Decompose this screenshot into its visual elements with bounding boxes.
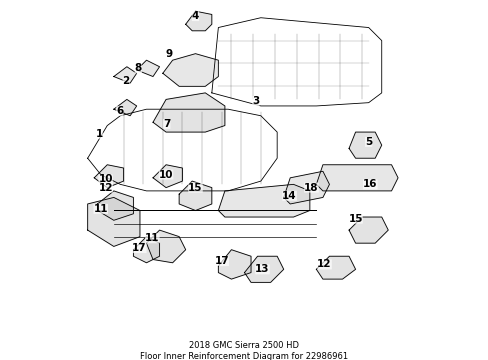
Text: 18: 18 <box>304 183 318 193</box>
Text: 12: 12 <box>317 260 331 269</box>
Text: 13: 13 <box>255 264 269 274</box>
Text: 17: 17 <box>132 243 146 253</box>
Text: 10: 10 <box>98 175 113 184</box>
Polygon shape <box>218 184 309 217</box>
Polygon shape <box>185 11 211 31</box>
Polygon shape <box>283 171 329 204</box>
Polygon shape <box>94 165 123 188</box>
Text: 17: 17 <box>214 256 228 266</box>
Polygon shape <box>153 165 182 188</box>
Polygon shape <box>316 256 355 279</box>
Text: 2: 2 <box>122 76 130 86</box>
Text: 12: 12 <box>98 183 113 193</box>
Polygon shape <box>153 93 224 132</box>
Polygon shape <box>348 217 387 243</box>
Text: 4: 4 <box>191 11 199 21</box>
Text: 10: 10 <box>159 170 173 180</box>
Text: 15: 15 <box>188 183 203 193</box>
Polygon shape <box>348 132 381 158</box>
Polygon shape <box>316 165 397 191</box>
Text: 3: 3 <box>252 96 259 106</box>
Text: 8: 8 <box>134 63 142 73</box>
Polygon shape <box>133 237 159 263</box>
Polygon shape <box>179 181 211 211</box>
Polygon shape <box>218 250 250 279</box>
Text: 14: 14 <box>282 191 296 201</box>
Text: 5: 5 <box>364 137 371 147</box>
Polygon shape <box>87 197 140 247</box>
Text: 11: 11 <box>93 204 108 214</box>
Text: 7: 7 <box>163 119 170 129</box>
Polygon shape <box>114 67 137 83</box>
Text: 9: 9 <box>165 49 173 59</box>
Text: 2018 GMC Sierra 2500 HD
Floor Inner Reinforcement Diagram for 22986961: 2018 GMC Sierra 2500 HD Floor Inner Rein… <box>140 341 348 360</box>
Polygon shape <box>163 54 218 86</box>
Text: 16: 16 <box>362 179 377 189</box>
Text: 6: 6 <box>116 106 123 116</box>
Text: 15: 15 <box>347 214 362 224</box>
Polygon shape <box>244 256 283 282</box>
Polygon shape <box>137 60 159 77</box>
Text: 1: 1 <box>95 129 102 139</box>
Polygon shape <box>97 191 133 220</box>
Polygon shape <box>146 230 185 263</box>
Polygon shape <box>114 99 137 116</box>
Text: 11: 11 <box>145 233 159 243</box>
